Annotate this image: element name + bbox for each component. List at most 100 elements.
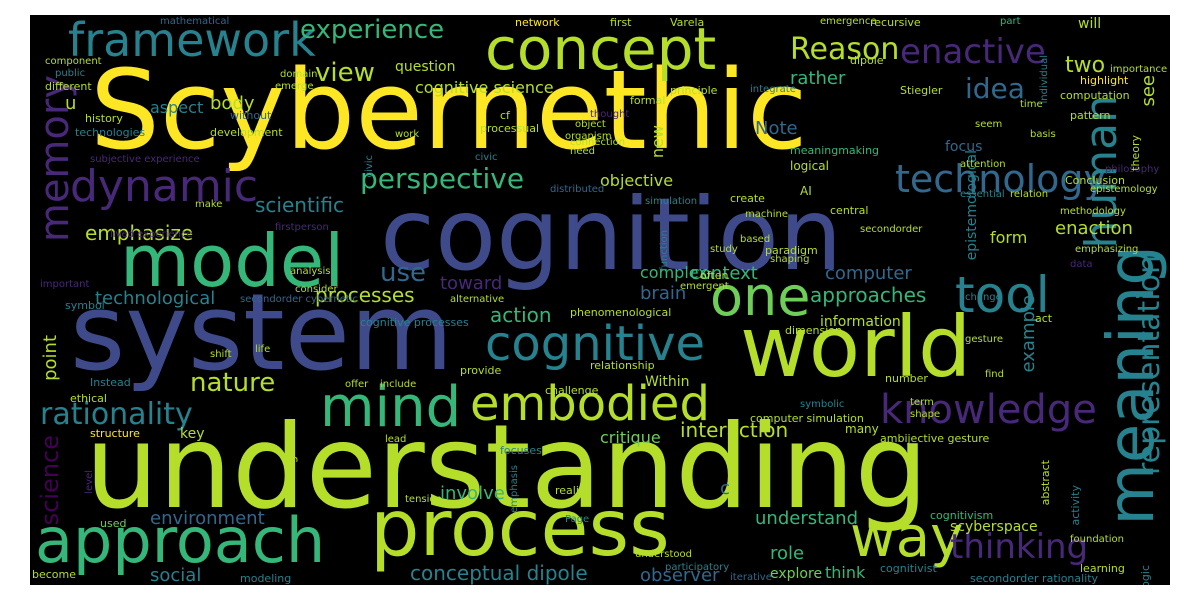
word-role: role (770, 543, 805, 564)
word-dimension: dimension (785, 324, 842, 337)
word-history: history (85, 112, 123, 125)
word-learning: learning (1080, 562, 1125, 575)
word-c: c (720, 478, 730, 499)
word-paradigm: paradigm (765, 244, 818, 257)
word-civic: civic (475, 152, 498, 163)
word-object: object (575, 119, 606, 130)
word-tool: tool (955, 266, 1050, 324)
word-secondorder-cybernetic: secondorder cybernetic (240, 294, 359, 305)
word-one: one (710, 265, 811, 328)
word-question: question (395, 59, 456, 75)
word-concept: concept (485, 15, 717, 83)
word-system: system (70, 271, 454, 394)
word-approach: approach (35, 504, 326, 577)
word-philosophy: philosophy (1105, 164, 1160, 175)
word-recursive: recursive (870, 16, 921, 29)
word-work: work (395, 129, 420, 140)
word-component: component (45, 56, 102, 67)
word-form: form (990, 228, 1028, 247)
word-time: time (1020, 99, 1043, 110)
word-create: create (730, 192, 765, 205)
word-mind: mind (320, 375, 462, 440)
word-idea: idea (965, 72, 1025, 105)
word-structure: structure (90, 427, 140, 440)
word-technological: technological (95, 288, 216, 309)
word-cognitive: cognitive (485, 316, 706, 372)
word-shift: shift (210, 349, 232, 360)
word-enactive: enactive (900, 32, 1046, 72)
word-understand: understand (755, 508, 859, 529)
word-essential: essential (960, 189, 1005, 200)
word-processual: processual (480, 122, 540, 135)
word-challenge: challenge (545, 384, 599, 397)
word-level: level (84, 470, 95, 494)
word-enaction: enaction (1055, 218, 1133, 239)
word-computer-simulation: computer simulation (750, 412, 864, 425)
word-study: study (710, 244, 738, 255)
word-understanding: understanding (85, 400, 929, 535)
word-methodology: methodology (1060, 206, 1126, 217)
word-emergent: emergent (680, 281, 729, 292)
word-approaches: approaches (810, 283, 927, 307)
word-principle: principle (670, 84, 718, 97)
word-find: find (985, 369, 1004, 380)
word-critique: critique (600, 428, 661, 447)
word-note: Note (755, 118, 798, 139)
word-emphasizing: emphasizing (1075, 244, 1139, 255)
word-formal: formal (630, 94, 666, 107)
word-secondorder: secondorder (860, 224, 923, 235)
word-use: use (380, 258, 427, 288)
word-ai: AI (800, 184, 812, 198)
word-act: act (1035, 312, 1053, 325)
word-see: see (1138, 75, 1159, 107)
word-participatory: participatory (665, 562, 730, 573)
word-individual: individual (1039, 55, 1050, 104)
word-rather: rather (790, 68, 846, 89)
word-many: many (845, 422, 879, 436)
word-tension: tension (405, 494, 442, 505)
word-thought: thought (590, 109, 630, 120)
word-lived-experience: lived experience (110, 229, 193, 240)
word-become: become (32, 568, 77, 581)
word-understood: understood (635, 549, 693, 560)
word-theory: theory (1129, 135, 1142, 171)
word-function: function (659, 230, 670, 271)
word-embodied: embodied (470, 376, 710, 432)
word-process: process (370, 484, 670, 574)
word-information: information (820, 314, 901, 330)
word-logic: logic (1139, 565, 1152, 585)
word-make: make (195, 199, 223, 210)
word-cloud: Scybernethic cognition system understand… (30, 15, 1170, 585)
word-perspective: perspective (360, 162, 525, 195)
word-dynamic: dynamic (70, 161, 259, 212)
word-technologies: technologies (75, 126, 146, 139)
word-technology: technology (895, 157, 1107, 201)
word-instead: Instead (90, 376, 131, 389)
word-objective: objective (600, 171, 674, 190)
word-symbol: symbol (65, 299, 105, 312)
word-reason: Reason (790, 32, 900, 67)
word-simulation: simulation (645, 196, 698, 207)
word-attention: attention (960, 159, 1006, 170)
word-brain: brain (640, 283, 687, 304)
word-organism: organism (565, 131, 612, 142)
word-emerge: emerge (275, 81, 314, 92)
word-observer: observer (640, 565, 720, 585)
word-emphasis: emphasis (509, 465, 520, 513)
word-will: will (1078, 16, 1102, 32)
word-integrate: integrate (750, 84, 796, 95)
word-cognition: cognition (380, 176, 843, 293)
word-foundation: foundation (1070, 534, 1124, 545)
word-rationality: rationality (40, 397, 193, 432)
word-mathematical: mathematical (160, 16, 230, 27)
word-view: view (315, 58, 375, 88)
word-civic-v: civic (364, 155, 375, 178)
word-example: example (1018, 295, 1039, 373)
word-symbolic: symbolic (800, 399, 845, 410)
word-number: number (885, 372, 928, 385)
word-activity: activity (1069, 485, 1082, 526)
word-part: part (1000, 16, 1021, 27)
word-science: science (36, 435, 64, 526)
word-cognitive-science: cognitive science (415, 78, 554, 97)
word-iterative: iterative (730, 572, 772, 583)
